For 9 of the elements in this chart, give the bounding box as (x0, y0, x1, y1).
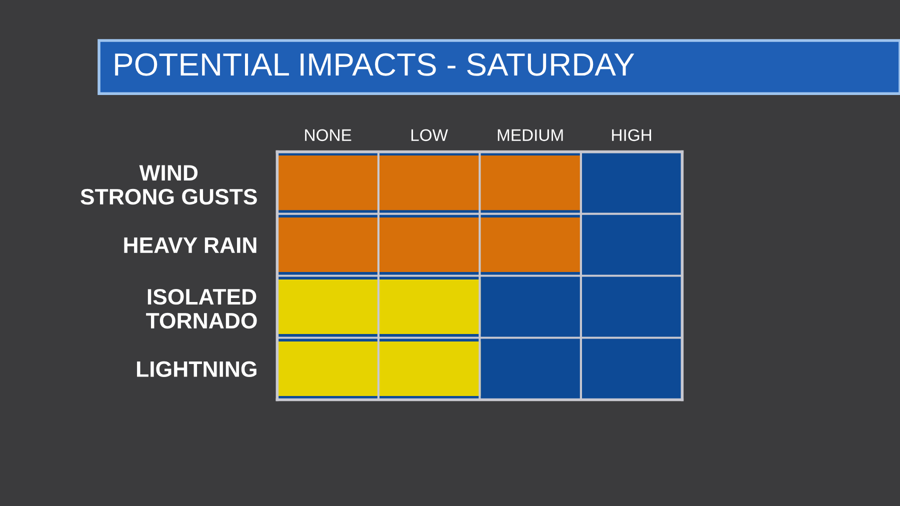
chart-title: POTENTIAL IMPACTS - SATURDAY (115, 53, 634, 76)
y-tick-label: ISOLATED TORNADO (146, 288, 257, 329)
y-tick-label: LIGHTNING (137, 361, 256, 378)
text: HIGH (612, 129, 652, 142)
y-tick-label: WIND STRONG GUSTS (80, 165, 257, 205)
text: MEDIUM (498, 129, 563, 142)
text: NONE (305, 129, 352, 142)
y-tick-label: HEAVY RAIN (124, 238, 256, 253)
text: LOW (411, 129, 448, 142)
